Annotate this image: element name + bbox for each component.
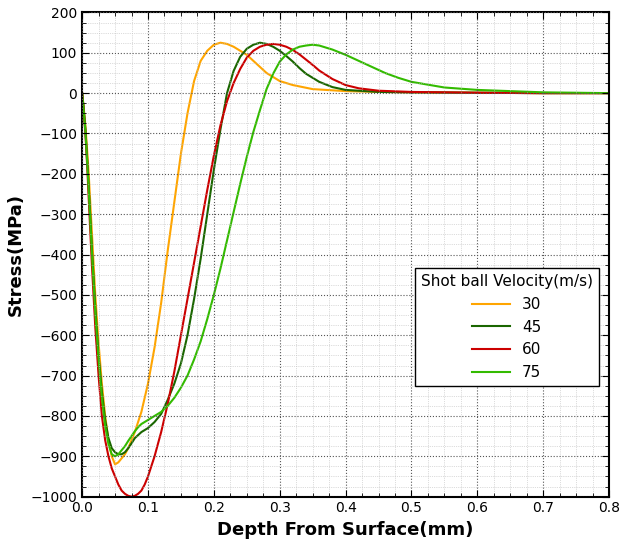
30 [82, 122, 89, 129]
30 [144, 381, 152, 387]
45 [256, 39, 264, 46]
Line: 30: 30 [82, 43, 609, 464]
45 [78, 90, 86, 97]
X-axis label: Depth From Surface(mm): Depth From Surface(mm) [218, 521, 474, 539]
30 [177, 150, 185, 157]
75 [124, 438, 132, 444]
30 [115, 459, 122, 466]
30 [250, 57, 257, 64]
Line: 75: 75 [82, 45, 609, 456]
30 [92, 292, 99, 298]
60 [78, 90, 86, 97]
45 [289, 58, 297, 65]
30 [124, 445, 132, 452]
75 [605, 90, 613, 97]
75 [210, 292, 218, 298]
30 [256, 64, 264, 70]
30 [102, 413, 109, 419]
30 [191, 78, 198, 84]
30 [197, 57, 204, 64]
45 [115, 451, 122, 458]
30 [78, 90, 86, 97]
30 [408, 89, 415, 96]
30 [289, 82, 297, 88]
30 [171, 199, 178, 205]
30 [210, 41, 218, 48]
60 [128, 494, 135, 500]
30 [95, 340, 102, 347]
30 [276, 78, 283, 84]
30 [128, 437, 135, 443]
75 [102, 423, 109, 429]
60 [83, 167, 91, 173]
75 [289, 46, 297, 53]
30 [105, 437, 112, 443]
Line: 60: 60 [82, 44, 609, 497]
30 [157, 300, 165, 306]
Line: 45: 45 [82, 43, 609, 454]
30 [138, 408, 145, 415]
30 [83, 150, 91, 157]
75 [78, 90, 86, 97]
45 [223, 90, 231, 97]
30 [230, 44, 238, 50]
30 [118, 455, 125, 461]
75 [82, 128, 89, 135]
30 [223, 40, 231, 47]
60 [256, 44, 264, 50]
45 [605, 90, 613, 97]
60 [605, 90, 613, 97]
45 [236, 54, 244, 60]
60 [82, 130, 89, 136]
30 [98, 381, 105, 387]
30 [184, 110, 191, 117]
45 [121, 449, 129, 455]
30 [263, 70, 270, 76]
60 [121, 490, 129, 497]
30 [88, 231, 96, 238]
30 [80, 102, 87, 109]
30 [375, 88, 382, 95]
60 [270, 40, 277, 47]
Legend: 30, 45, 60, 75: 30, 45, 60, 75 [414, 268, 599, 386]
30 [243, 51, 251, 58]
30 [605, 90, 613, 97]
30 [85, 170, 92, 177]
30 [539, 90, 547, 97]
30 [151, 344, 159, 351]
30 [473, 90, 481, 96]
75 [309, 41, 317, 48]
60 [263, 41, 270, 48]
30 [236, 48, 244, 54]
60 [164, 401, 172, 407]
75 [111, 453, 119, 460]
45 [243, 45, 251, 52]
30 [108, 453, 115, 460]
45 [217, 126, 224, 133]
30 [121, 451, 129, 458]
30 [342, 88, 349, 94]
30 [204, 48, 211, 54]
30 [164, 247, 172, 254]
30 [309, 86, 317, 92]
30 [111, 461, 119, 467]
Y-axis label: Stress(MPa): Stress(MPa) [7, 193, 25, 316]
30 [131, 429, 139, 435]
75 [92, 310, 99, 316]
30 [217, 39, 224, 46]
